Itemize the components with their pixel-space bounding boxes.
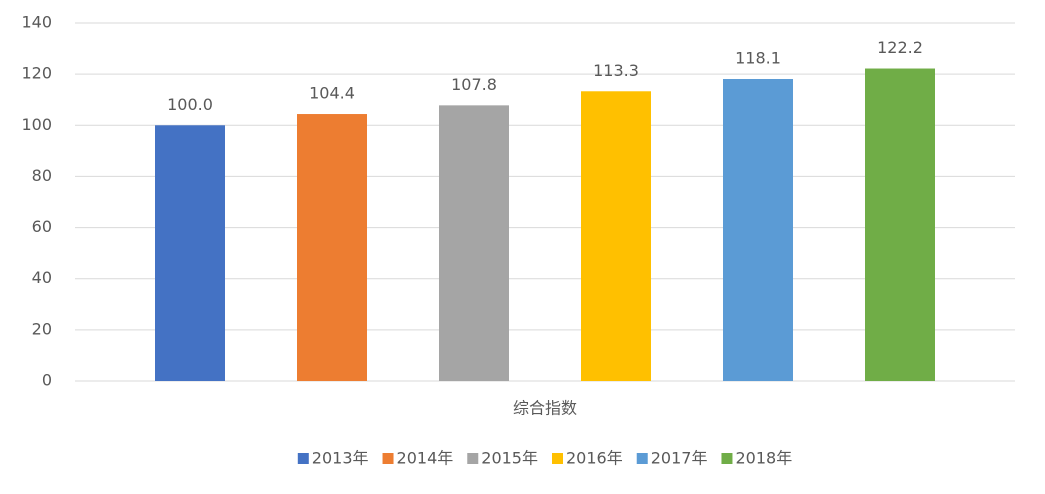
legend-label: 2017年 [651,449,708,468]
bar [297,114,367,381]
data-label: 113.3 [593,61,639,80]
legend: 2013年 2014年 2015年 2016年 2017年 2018年 [297,449,792,468]
bar [723,79,793,381]
y-tick-label: 140 [21,13,52,32]
y-tick-label: 100 [21,115,52,134]
data-label: 107.8 [451,75,497,94]
legend-swatch [297,453,309,464]
bar [581,91,651,382]
data-label: 122.2 [877,38,923,57]
bar [439,105,509,381]
y-tick-label: 40 [32,268,52,287]
legend-swatch [721,453,733,464]
legend-swatch [467,453,479,464]
x-tick-label: 综合指数 [513,399,577,418]
data-label: 100.0 [167,95,213,114]
y-tick-label: 120 [21,64,52,83]
y-tick-label: 0 [42,371,52,390]
y-tick-label: 60 [32,217,52,236]
y-tick-label: 80 [32,166,52,185]
data-label: 104.4 [309,84,355,103]
legend-swatch [552,453,563,464]
legend-label: 2018年 [735,449,792,468]
legend-swatch [382,453,394,464]
legend-label: 2016年 [566,449,623,468]
bar [155,125,225,382]
legend-label: 2015年 [481,449,538,468]
legend-swatch [636,453,648,464]
legend-label: 2013年 [312,449,369,468]
y-tick-label: 20 [32,319,52,338]
data-label: 118.1 [735,49,781,68]
bar [865,68,935,381]
legend-label: 2014年 [397,449,454,468]
